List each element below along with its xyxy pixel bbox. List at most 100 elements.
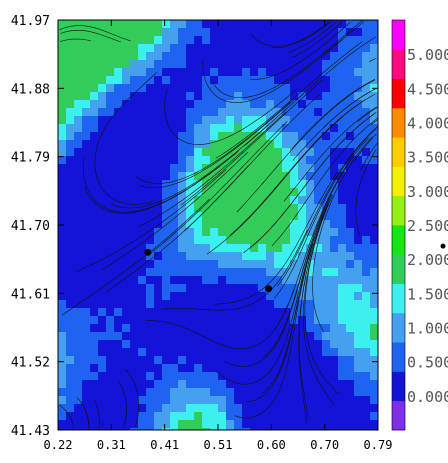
heatmap-cell-1897 bbox=[194, 396, 203, 405]
heatmap-cell-1792 bbox=[314, 372, 323, 381]
heatmap-cell-1907 bbox=[274, 396, 283, 405]
heatmap-cell-1405 bbox=[98, 300, 107, 309]
heatmap-cell-1643 bbox=[82, 348, 91, 357]
heatmap-cell-1247 bbox=[114, 268, 123, 277]
heatmap-cell-995 bbox=[338, 212, 347, 221]
heatmap-cell-1095 bbox=[178, 236, 187, 245]
colorbar-label-1: 0.500 bbox=[407, 354, 448, 372]
heatmap-cell-1801 bbox=[66, 380, 75, 389]
heatmap-cell-731 bbox=[146, 164, 155, 173]
heatmap-cell-274 bbox=[330, 68, 339, 77]
streamline-0 bbox=[60, 30, 121, 43]
heatmap-cell-365 bbox=[98, 92, 107, 101]
heatmap-cell-702 bbox=[234, 156, 243, 165]
heatmap-cell-2072 bbox=[314, 428, 323, 430]
heatmap-cell-723 bbox=[82, 164, 91, 173]
heatmap-cell-364 bbox=[90, 92, 99, 101]
heatmap-cell-2079 bbox=[370, 428, 378, 430]
streamline-46 bbox=[76, 397, 90, 427]
heatmap-cell-1746 bbox=[266, 364, 275, 373]
heatmap-cell-526 bbox=[106, 124, 115, 133]
heatmap-cell-1219 bbox=[210, 260, 219, 269]
heatmap-cell-1868 bbox=[282, 388, 291, 397]
heatmap-cell-1921 bbox=[66, 404, 75, 413]
heatmap-cell-1251 bbox=[146, 268, 155, 277]
heatmap-cell-1345 bbox=[258, 284, 267, 293]
heatmap-cell-999 bbox=[370, 212, 378, 221]
heatmap-cell-1711 bbox=[306, 356, 315, 365]
heatmap-cell-1084 bbox=[90, 236, 99, 245]
heatmap-cell-869 bbox=[290, 188, 299, 197]
heatmap-cell-846 bbox=[106, 188, 115, 197]
heatmap-cell-915 bbox=[338, 196, 347, 205]
heatmap-cell-809 bbox=[130, 180, 139, 189]
heatmap-cell-1989 bbox=[290, 412, 299, 421]
x-tick-label-5: 0.70 bbox=[310, 438, 339, 452]
heatmap-cell-874 bbox=[330, 188, 339, 197]
heatmap-cell-1503 bbox=[242, 316, 251, 325]
heatmap-cell-175 bbox=[178, 52, 187, 61]
heatmap-cell-1332 bbox=[154, 284, 163, 293]
heatmap-cell-965 bbox=[98, 212, 107, 221]
heatmap-cell-1249 bbox=[130, 268, 139, 277]
heatmap-cell-1733 bbox=[162, 364, 171, 373]
heatmap-cell-296 bbox=[186, 76, 195, 85]
heatmap-cell-265 bbox=[258, 68, 267, 77]
heatmap-cell-2011 bbox=[146, 420, 155, 429]
heatmap-cell-1121 bbox=[66, 244, 75, 253]
heatmap-cell-996 bbox=[346, 212, 355, 221]
heatmap-cell-223 bbox=[242, 60, 251, 69]
heatmap-cell-1373 bbox=[162, 292, 171, 301]
heatmap-cell-97 bbox=[194, 36, 203, 45]
colorbar-segment-10 bbox=[392, 107, 405, 138]
heatmap-cell-1342 bbox=[234, 284, 243, 293]
heatmap-cell-1383 bbox=[242, 292, 251, 301]
heatmap-cell-124 bbox=[90, 44, 99, 53]
heatmap-cell-213 bbox=[162, 60, 171, 69]
heatmap-cell-39 bbox=[370, 20, 378, 29]
heatmap-cell-1632 bbox=[314, 340, 323, 349]
heatmap-cell-2075 bbox=[338, 428, 347, 430]
heatmap-cell-164 bbox=[90, 52, 99, 61]
heatmap-cell-1544 bbox=[250, 324, 259, 333]
heatmap-cell-1753 bbox=[322, 364, 331, 373]
heatmap-cell-1397 bbox=[354, 292, 363, 301]
heatmap-cell-2021 bbox=[226, 420, 235, 429]
heatmap-cell-563 bbox=[82, 132, 91, 141]
heatmap-cell-1944 bbox=[250, 404, 259, 413]
heatmap-cell-1312 bbox=[314, 276, 323, 285]
heatmap-cell-1416 bbox=[186, 300, 195, 309]
heatmap-cell-828 bbox=[282, 180, 291, 189]
heatmap-cell-323 bbox=[82, 84, 91, 93]
heatmap-cell-1853 bbox=[162, 388, 171, 397]
heatmap-cell-1742 bbox=[234, 364, 243, 373]
heatmap-cell-1940 bbox=[218, 404, 227, 413]
heatmap-cell-1755 bbox=[338, 364, 347, 373]
heatmap-cell-165 bbox=[98, 52, 107, 61]
heatmap-cell-584 bbox=[250, 132, 259, 141]
heatmap-cell-1881 bbox=[66, 396, 75, 405]
heatmap-cell-635 bbox=[338, 140, 347, 149]
heatmap-cell-1932 bbox=[154, 404, 163, 413]
heatmap-cell-1637 bbox=[354, 340, 363, 349]
heatmap-cell-1582 bbox=[234, 332, 243, 341]
heatmap-cell-990 bbox=[298, 212, 307, 221]
heatmap-cell-1749 bbox=[290, 364, 299, 373]
heatmap-cell-1057 bbox=[194, 228, 203, 237]
heatmap-cell-1630 bbox=[298, 340, 307, 349]
heatmap-cell-2054 bbox=[170, 428, 179, 430]
heatmap-cell-843 bbox=[82, 188, 91, 197]
heatmap-cell-745 bbox=[258, 164, 267, 173]
heatmap-cell-950 bbox=[298, 204, 307, 213]
heatmap-cell-682 bbox=[74, 156, 83, 165]
y-tick-label-2: 41.79 bbox=[11, 151, 50, 166]
heatmap-cell-302 bbox=[234, 76, 243, 85]
heatmap-cell-477 bbox=[354, 108, 363, 117]
heatmap-cell-1832 bbox=[314, 380, 323, 389]
heatmap-cell-755 bbox=[338, 164, 347, 173]
heatmap-cell-963 bbox=[82, 212, 91, 221]
heatmap-cell-1487 bbox=[114, 316, 123, 325]
heatmap-cell-445 bbox=[98, 108, 107, 117]
heatmap-cell-537 bbox=[194, 124, 203, 133]
heatmap-cell-1510 bbox=[298, 316, 307, 325]
